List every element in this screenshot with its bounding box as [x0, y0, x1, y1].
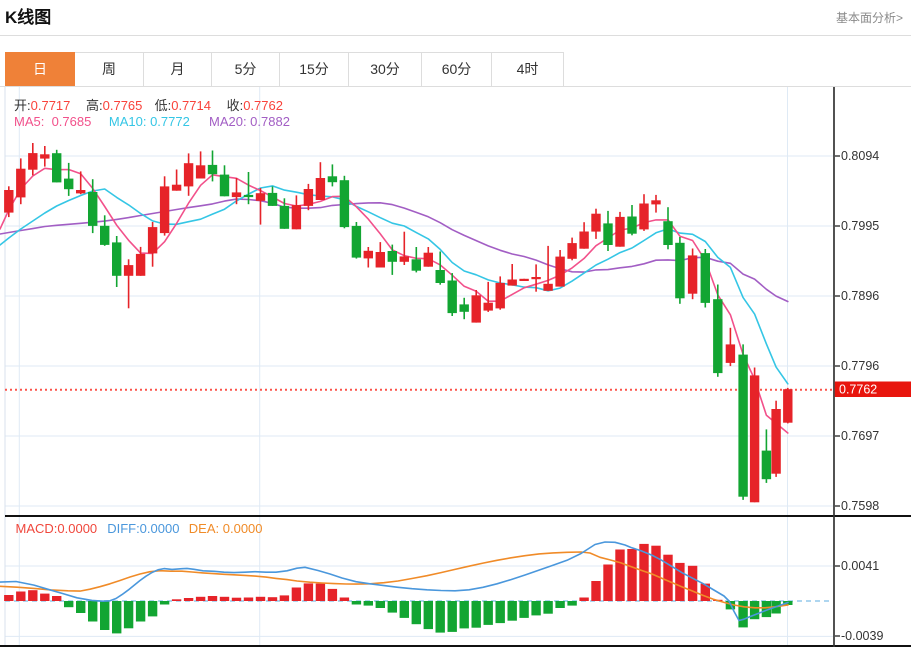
svg-text:0.7762: 0.7762	[839, 383, 877, 397]
svg-text:0.8094: 0.8094	[841, 149, 879, 163]
svg-text:-0.0039: -0.0039	[841, 629, 883, 643]
svg-text:0.7697: 0.7697	[841, 429, 879, 443]
svg-text:0.7598: 0.7598	[841, 499, 879, 513]
svg-text:0.7995: 0.7995	[841, 219, 879, 233]
svg-text:0.7796: 0.7796	[841, 359, 879, 373]
svg-text:0.0041: 0.0041	[841, 559, 879, 573]
svg-text:0.7896: 0.7896	[841, 289, 879, 303]
